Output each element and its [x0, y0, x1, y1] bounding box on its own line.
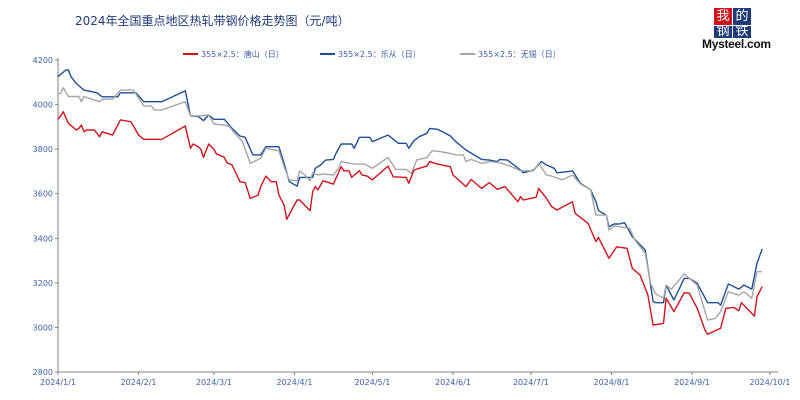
series-line-1	[57, 69, 763, 306]
logo-char: 的	[733, 8, 751, 25]
x-tick-label: 2024/4/1	[276, 378, 312, 387]
x-tick-label: 2024/9/1	[674, 378, 710, 387]
y-tick-label: 3400	[33, 234, 53, 243]
x-tick-label: 2024/2/1	[121, 378, 157, 387]
series-line-0	[57, 111, 763, 335]
x-tick-label: 2024/5/1	[354, 378, 390, 387]
series-line-2	[58, 86, 763, 321]
legend-label: 355×2.5：唐山（日）	[201, 49, 284, 59]
legend-label: 355×2.5：乐从（日）	[338, 49, 421, 59]
x-tick-label: 2024/7/1	[513, 378, 549, 387]
chart-title: 2024年全国重点地区热轧带钢价格走势图（元/吨）	[75, 14, 350, 28]
x-tick-label: 2024/10/1	[749, 378, 790, 387]
mysteel-logo: 我 的 钢 铁 Mysteel.com	[700, 8, 784, 52]
y-tick-label: 4000	[33, 101, 53, 110]
logo-char: 钢	[714, 26, 732, 38]
y-tick-label: 2800	[33, 368, 53, 377]
logo-text: Mysteel.com	[702, 37, 771, 51]
x-tick-label: 2024/1/1	[40, 378, 76, 387]
y-tick-label: 3600	[33, 190, 53, 199]
y-tick-label: 4200	[33, 56, 53, 65]
logo-char: 铁	[733, 26, 751, 38]
x-tick-label: 2024/6/1	[435, 378, 471, 387]
legend-label: 355×2.5：无锡（日）	[478, 50, 561, 59]
logo-char: 我	[714, 8, 732, 25]
x-tick-label: 2024/3/1	[196, 378, 232, 387]
y-tick-label: 3800	[33, 145, 53, 154]
y-tick-label: 3200	[33, 279, 53, 288]
x-tick-label: 2024/8/1	[594, 378, 630, 387]
y-tick-label: 3000	[33, 323, 53, 332]
